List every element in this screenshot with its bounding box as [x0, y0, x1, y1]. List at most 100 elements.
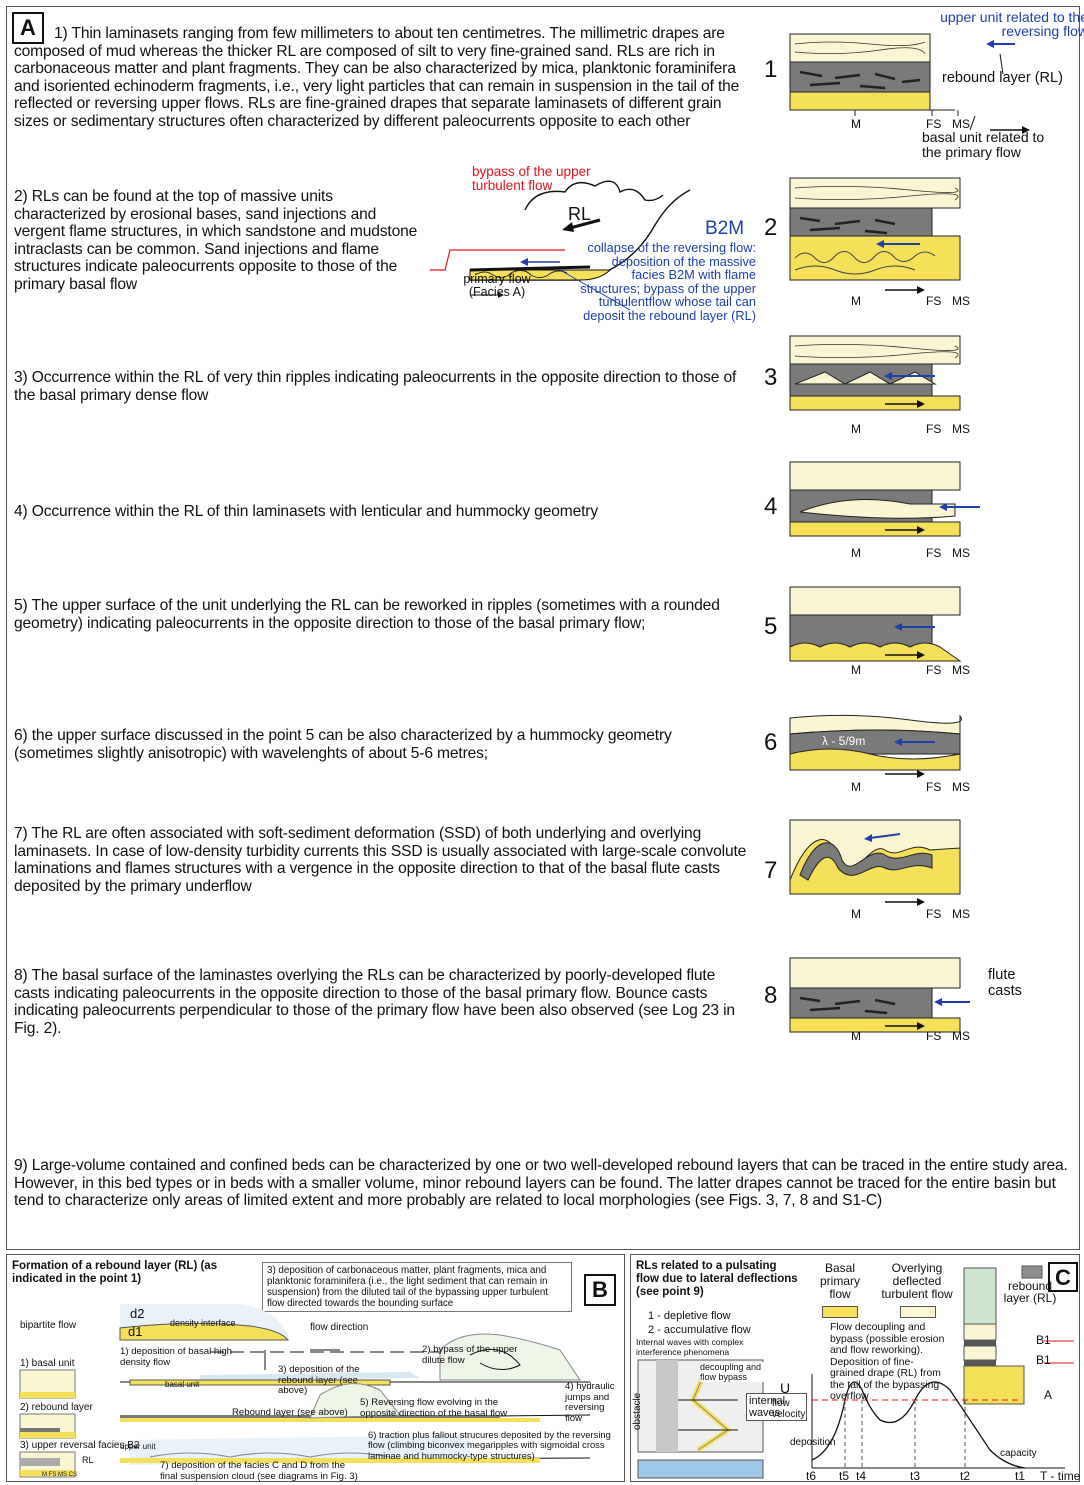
d6-axis-m: M [851, 780, 861, 794]
diagram-5 [789, 586, 962, 662]
c-basal-swatch [822, 1306, 858, 1318]
b-d2: d2 [130, 1306, 145, 1321]
d3-axis-fs: FS [926, 422, 942, 436]
d2-primary-label: primary flow (Facies A) [463, 272, 531, 299]
c-basal-legend: Basal primary flow [819, 1261, 860, 1301]
panel-b-letter: B [584, 1274, 616, 1306]
c-tick-t5: t5 [839, 1469, 850, 1483]
b-basalunit: basal unit [165, 1380, 200, 1389]
c-rebound-label: rebound layer (RL) [1003, 1279, 1057, 1305]
d2-bypass-label: bypass of the upper turbulent flow [472, 164, 591, 193]
c-b1-lower: B1 [1036, 1353, 1051, 1367]
d6-axis-fs: FS [926, 780, 942, 794]
d2-axis-m: M [851, 294, 861, 308]
b-n4: 4) hydraulic jumps and reversing flow [565, 1381, 615, 1424]
d6-wavelength-label: λ - 5/9m [822, 734, 866, 748]
diagram-8 [789, 957, 970, 1033]
d2-rl-label: RL [568, 204, 592, 224]
c-depletive: 1 - depletive flow [648, 1310, 731, 1322]
c-flowtext: Flow decoupling and bypass (possible ero… [830, 1322, 945, 1402]
d4-axis-m: M [851, 546, 861, 560]
c-overlying-legend: Overlying deflected turbulent flow [881, 1261, 953, 1301]
b-n6: 6) traction plus fallout strucures depos… [368, 1429, 611, 1461]
b-bipartite: bipartite flow [20, 1320, 77, 1331]
b-side-rl: RL [82, 1455, 94, 1465]
item-4-text: 4) Occurrence within the RL of thin lami… [14, 503, 598, 520]
c-internal: internal waves [746, 1393, 807, 1421]
item-2-text: 2) RLs can be found at the top of massiv… [14, 188, 418, 293]
item-3-text: 3) Occurrence within the RL of very thin… [14, 369, 737, 404]
c-obstacle: obstacle [632, 1392, 643, 1430]
item-1-text: 1) Thin laminasets ranging from few mill… [14, 25, 740, 130]
b-side-2: 2) rebound layer [20, 1402, 93, 1413]
d2-b2m-label: B2M [705, 218, 745, 239]
diagram-3 [789, 335, 961, 411]
c-tick-t3: t3 [910, 1469, 921, 1483]
b-n7: 7) deposition of the facies C and D from… [160, 1460, 358, 1482]
panel-b-title: Formation of a rebound layer (RL) (as in… [12, 1260, 218, 1285]
b-n1: 1) deposition of basal high density flow [120, 1346, 233, 1368]
diagram-number-7: 7 [764, 857, 778, 884]
c-u-label: U [780, 1380, 791, 1396]
d5-axis-m: M [851, 663, 861, 677]
d5-axis-ms: MS [952, 663, 970, 677]
item-9-text: 9) Large-volume contained and confined b… [14, 1157, 1068, 1210]
c-title: RLs related to a pulsating flow due to l… [636, 1260, 798, 1298]
d3-axis-ms: MS [952, 422, 970, 436]
diagram-1 [789, 33, 1030, 134]
d8-axis-fs: FS [926, 1029, 942, 1043]
d7-axis-m: M [851, 907, 861, 921]
diagram-number-6: 6 [764, 729, 778, 756]
c-tick-t1: t1 [1015, 1469, 1026, 1483]
item-5-text: 5) The upper surface of the unit underly… [14, 597, 720, 632]
c-time-axis: T - time [1040, 1469, 1080, 1483]
d7-axis-ms: MS [952, 907, 970, 921]
panel-b-diagram [119, 1304, 591, 1465]
diagram-number-5: 5 [764, 613, 778, 640]
diagram-2 [789, 177, 961, 294]
b-n5: 5) Reversing flow evolving in the opposi… [360, 1397, 508, 1419]
b-side-mini-axis: M FS MS CS [42, 1472, 78, 1478]
c-capacity-label: capacity [1000, 1448, 1037, 1459]
diagram-4 [789, 461, 980, 537]
d2-collapse-label: collapse of the reversing flow: depositi… [580, 240, 756, 323]
diagram-7 [789, 819, 961, 906]
d8-axis-m: M [851, 1029, 861, 1043]
d1-axis-fs: FS [926, 117, 942, 131]
d1-axis-m: M [851, 117, 861, 131]
d1-basal-label: basal unit related to the primary flow [922, 129, 1045, 160]
d1-rebound-label: rebound layer (RL) [942, 70, 1063, 86]
d1-upper-label: upper unit related to the reversing flow [940, 9, 1084, 39]
d6-axis-ms: MS [952, 780, 970, 794]
d3-axis-m: M [851, 422, 861, 436]
d4-axis-ms: MS [952, 546, 970, 560]
diagram-6 [789, 714, 962, 778]
b-side-3: 3) upper reversal facies B2 [20, 1440, 140, 1451]
item-6-text: 6) the upper surface discussed in the po… [14, 727, 672, 762]
diagram-number-3: 3 [764, 364, 778, 391]
b-side-1: 1) basal unit [20, 1358, 75, 1369]
diagram-2-flow-sketch [430, 180, 691, 311]
c-b1-upper: B1 [1036, 1333, 1051, 1347]
diagram-number-2: 2 [764, 214, 778, 241]
b-rebound: Rebound layer (see above) [232, 1407, 348, 1418]
diagram-number-1: 1 [764, 56, 778, 83]
d8-axis-ms: MS [952, 1029, 970, 1043]
c-column [963, 1265, 1074, 1405]
c-tick-t6: t6 [806, 1469, 817, 1483]
c-tick-t4: t4 [856, 1469, 867, 1483]
panel-a [6, 6, 1080, 1250]
diagram-number-8: 8 [764, 982, 778, 1009]
item-8-text: 8) The basal surface of the laminastes o… [14, 967, 735, 1037]
panel-b-note-3: 3) deposition of carbonaceous matter, pl… [262, 1262, 572, 1312]
d4-axis-fs: FS [926, 546, 942, 560]
c-overlying-swatch [900, 1306, 936, 1318]
d1-axis-ms: MS [952, 117, 970, 131]
d7-axis-fs: FS [926, 907, 942, 921]
diagram-number-4: 4 [764, 493, 778, 520]
b-interface: density interface [170, 1318, 236, 1328]
c-deposition-label: deposition [790, 1437, 836, 1448]
b-n3: 3) deposition of the rebound layer (see … [278, 1364, 360, 1396]
b-side-thumbnails [19, 1369, 76, 1478]
c-a-label: A [1044, 1388, 1053, 1402]
